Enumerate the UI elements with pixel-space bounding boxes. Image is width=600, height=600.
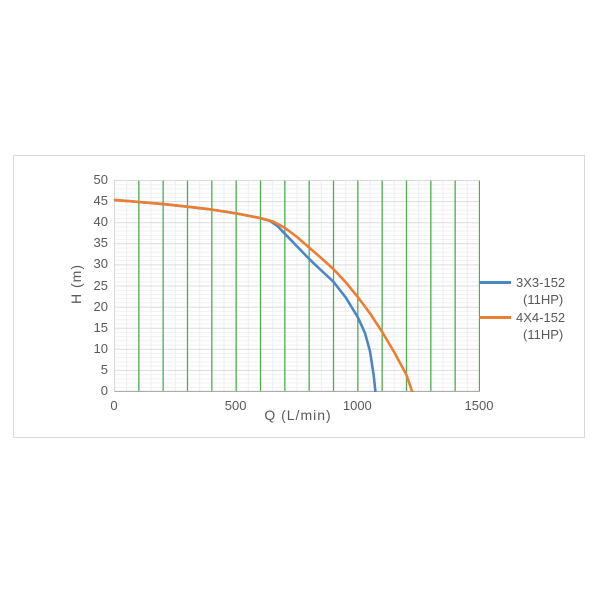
legend-label-series-2: 4X4-152 [516, 310, 566, 325]
y-tick-label: 10 [93, 340, 108, 356]
series-1-line-swatch [479, 281, 511, 284]
y-axis-title: H (m) [68, 264, 84, 304]
legend-label-series-1-hp: (11HP) [523, 292, 564, 307]
y-tick-label: 40 [93, 214, 108, 230]
pump-curve-chart: 0 5 10 15 20 25 30 35 40 45 50 0 500 1000 1500 H (m) Q… [13, 155, 585, 438]
x-tick-label: 1500 [464, 398, 494, 413]
legend-item-3x3-152: 3X3-152 (11HP) [479, 274, 565, 308]
legend-item-4x4-152: 4X4-152 (11HP) [479, 309, 565, 343]
legend: 3X3-152 (11HP) 4X4-152 (11HP) [479, 274, 565, 344]
y-tick-label: 35 [93, 235, 108, 251]
x-axis-title: Q (L/min) [264, 407, 332, 423]
series-curve-4X4-152 (11HP) [114, 198, 414, 392]
y-tick-label: 0 [100, 383, 108, 398]
y-tick-label: 50 [93, 172, 108, 187]
y-tick-label: 5 [100, 361, 108, 377]
legend-label-series-1: 3X3-152 [516, 275, 566, 290]
x-tick-label: 1000 [342, 398, 372, 413]
x-tick-label: 500 [224, 398, 247, 413]
y-tick-label: 15 [93, 319, 108, 335]
x-tick-label: 0 [110, 398, 118, 413]
series-2-line-swatch [479, 316, 511, 319]
y-tick-label: 45 [93, 193, 108, 209]
series-curve-3X3-152 (11HP) [114, 198, 377, 392]
legend-label-series-2-hp: (11HP) [523, 327, 564, 342]
plot-area [114, 180, 480, 392]
